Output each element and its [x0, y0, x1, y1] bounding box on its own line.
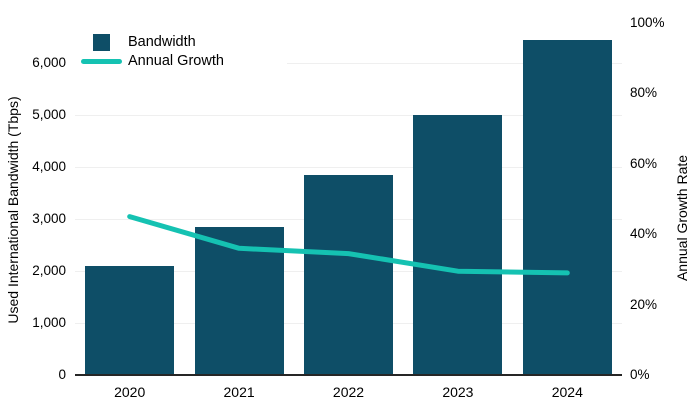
bar-2021 — [194, 226, 284, 375]
gridline — [75, 114, 622, 116]
x-tick-label-2023: 2023 — [442, 384, 474, 400]
bar-2020 — [85, 265, 175, 375]
x-tick-label-2024: 2024 — [551, 384, 583, 400]
left-tick-label: 4,000 — [32, 159, 66, 174]
right-tick-label: 60% — [630, 155, 658, 171]
bar-2024 — [522, 39, 612, 375]
right-tick-label: 80% — [630, 85, 658, 101]
x-axis-line — [75, 374, 622, 376]
x-tick-label-2020: 2020 — [114, 384, 146, 400]
gridline — [75, 62, 622, 64]
legend-label-bandwidth: Bandwidth — [128, 34, 196, 50]
gridline — [75, 166, 622, 168]
right-tick-label: 100% — [630, 15, 665, 30]
left-tick-label: 6,000 — [32, 55, 66, 70]
right-tick-label: 0% — [630, 367, 650, 382]
left-tick-label: 1,000 — [32, 315, 66, 330]
left-tick-label: 3,000 — [32, 211, 66, 226]
bar-2022 — [304, 174, 393, 375]
legend: Bandwidth Annual Growth — [75, 26, 287, 78]
x-tick-label-2022: 2022 — [332, 384, 365, 400]
right-axis-title: Annual Growth Rate — [674, 154, 690, 282]
annual-growth-swatch-icon — [81, 59, 122, 64]
legend-label-annual-growth: Annual Growth — [128, 53, 224, 69]
right-tick-label: 40% — [630, 226, 658, 242]
left-tick-label: 5,000 — [32, 107, 66, 122]
left-axis-title: Used International Bandwidth (Tbps) — [5, 96, 21, 324]
x-tick-label-2021: 2021 — [223, 384, 255, 400]
bandwidth-swatch-icon — [93, 34, 110, 51]
bar-2023 — [413, 115, 503, 375]
left-tick-label: 2,000 — [32, 263, 66, 278]
left-tick-label: 0 — [58, 367, 66, 382]
right-tick-label: 20% — [630, 296, 658, 312]
